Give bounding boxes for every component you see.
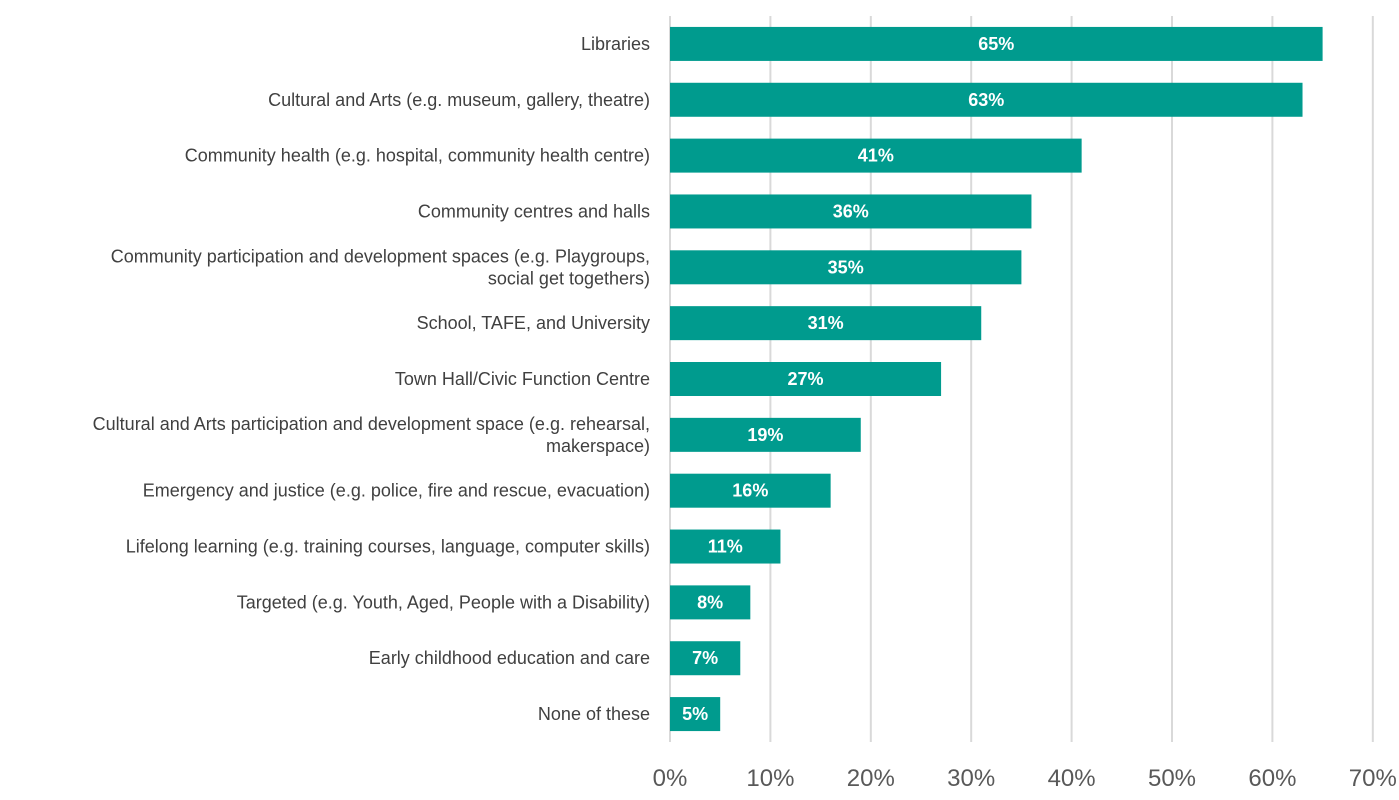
x-tick-label: 50% [1148,765,1196,792]
bar [670,306,982,341]
bar [670,82,1303,117]
data-label: 7% [692,648,718,668]
category-label: Community centres and halls [418,201,650,221]
x-tick-label: 0% [653,765,688,792]
category-labels: Libraries Cultural and Arts (e.g. museum,… [93,34,650,724]
data-label: 16% [732,481,768,501]
data-label: 36% [833,201,869,221]
category-label: Community health (e.g. hospital, communi… [185,146,650,166]
bar [670,473,831,508]
data-label: 11% [708,537,743,557]
x-axis-ticks: 0% 10% 20% 30% 40% 50% 60% 70% [653,765,1397,792]
data-label: 5% [682,704,708,724]
bars: 65% 63% 41% 36% 35% 31% 27% 19% 16% 11% 8% 7% 5% [670,26,1323,732]
bar [670,26,1323,61]
x-tick-label: 60% [1248,765,1296,792]
category-label: social get togethers) [488,268,650,288]
x-tick-label: 10% [746,765,794,792]
category-label: Community participation and development … [111,246,650,266]
data-label: 65% [978,34,1014,54]
data-label: 41% [858,146,894,166]
category-label: None of these [538,704,650,724]
bar [670,138,1082,173]
bar [670,250,1022,285]
category-label: School, TAFE, and University [417,313,650,333]
data-label: 35% [828,257,864,277]
category-label: Targeted (e.g. Youth, Aged, People with … [237,592,650,612]
category-label: Lifelong learning (e.g. training courses… [126,537,650,557]
category-label: Libraries [581,34,650,54]
x-tick-label: 20% [847,765,895,792]
data-label: 31% [808,313,844,333]
bar [670,362,942,396]
x-tick-label: 30% [947,765,995,792]
bar [670,529,781,564]
category-label: Cultural and Arts (e.g. museum, gallery,… [268,90,650,110]
category-label: Cultural and Arts participation and deve… [93,414,650,434]
category-label: Emergency and justice (e.g. police, fire… [143,481,650,501]
category-label: Town Hall/Civic Function Centre [395,369,650,389]
data-label: 19% [747,425,783,445]
x-tick-label: 70% [1349,765,1397,792]
bar [670,641,741,676]
data-label: 27% [788,369,824,389]
bar [670,697,721,732]
bar [670,417,861,452]
category-label: makerspace) [546,436,650,456]
data-label: 8% [697,592,723,612]
bar [670,194,1032,229]
x-tick-label: 40% [1048,765,1096,792]
data-label: 63% [968,90,1004,110]
bar [670,585,751,620]
category-label: Early childhood education and care [369,648,650,668]
